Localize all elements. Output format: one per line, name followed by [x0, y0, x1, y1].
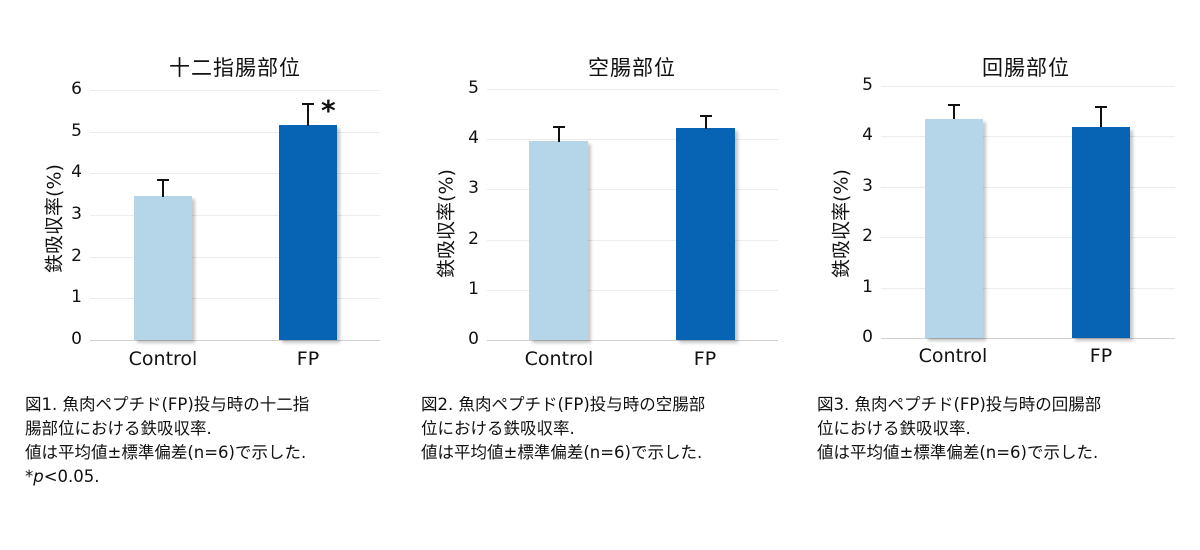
error-bar-cap [699, 115, 712, 117]
y-tick-label: 2 [862, 226, 873, 246]
figure-caption-2: 図2. 魚肉ペプチド(FP)投与時の空腸部 位における鉄吸収率. 値は平均値±標… [421, 393, 705, 465]
caption-line: 図1. 魚肉ペプチド(FP)投与時の十二指 [25, 395, 310, 414]
caption-line: 値は平均値±標準偏差(n=6)で示した. [817, 443, 1099, 462]
chart-title: 回腸部位 [982, 56, 1070, 80]
caption-line: 図2. 魚肉ペプチド(FP)投与時の空腸部 [421, 395, 706, 414]
y-tick-label: 4 [71, 162, 82, 182]
gridline [881, 187, 1175, 188]
error-bar [557, 126, 560, 142]
gridline [487, 240, 778, 241]
x-label-fp: FP [296, 348, 320, 370]
caption-line: 図3. 魚肉ペプチド(FP)投与時の回腸部 [817, 395, 1102, 414]
caption-line: *p<0.05. [25, 465, 309, 489]
caption-line: 値は平均値±標準偏差(n=6)で示した. [25, 443, 307, 462]
gridline [487, 189, 778, 190]
bar-control [925, 119, 983, 338]
error-bar [953, 104, 955, 119]
bar-fp [1072, 127, 1130, 338]
y-tick-label: 6 [71, 79, 82, 99]
error-bar-cap [552, 126, 565, 128]
error-bar [162, 179, 164, 197]
error-bar-cap [302, 103, 314, 105]
error-bar [704, 115, 707, 129]
caption-line: 腸部位における鉄吸収率. [25, 419, 212, 438]
y-tick-label: 3 [862, 176, 873, 196]
y-tick-label: 4 [862, 125, 873, 145]
chart-title: 空腸部位 [588, 56, 676, 80]
y-tick-label: 1 [862, 277, 873, 297]
x-label-fp: FP [693, 348, 717, 370]
error-bar-cap [948, 104, 960, 106]
gridline [487, 89, 778, 90]
caption-line: 値は平均値±標準偏差(n=6)で示した. [421, 443, 703, 462]
x-label-fp: FP [1089, 345, 1113, 367]
x-axis-line [90, 340, 380, 341]
gridline [90, 132, 380, 133]
caption-star: * [25, 467, 34, 486]
gridline [881, 136, 1175, 137]
error-bar-cap [1095, 106, 1107, 108]
y-tick-label: 4 [468, 128, 479, 148]
x-axis-line [881, 338, 1175, 339]
y-tick-label: 0 [468, 329, 479, 349]
y-tick-label: 1 [468, 279, 479, 299]
y-tick-label: 0 [71, 329, 82, 349]
x-label-control: Control [128, 348, 198, 370]
caption-p-value: <0.05. [43, 467, 100, 486]
bar-fp [279, 125, 337, 340]
gridline [881, 86, 1175, 87]
y-tick-label: 2 [71, 246, 82, 266]
gridline [90, 173, 380, 174]
bar-fp [676, 128, 735, 340]
chart-title: 十二指腸部位 [169, 56, 301, 80]
gridline [487, 290, 778, 291]
significance-asterisk: * [321, 94, 336, 127]
figure-caption-1: 図1. 魚肉ペプチド(FP)投与時の十二指 腸部位における鉄吸収率. 値は平均値… [25, 393, 309, 489]
error-bar [307, 103, 309, 126]
gridline [90, 90, 380, 91]
gridline [881, 237, 1175, 238]
y-tick-label: 5 [862, 75, 873, 95]
y-tick-label: 5 [71, 121, 82, 141]
x-label-control: Control [918, 345, 988, 367]
bar-control [134, 196, 192, 340]
error-bar-cap [157, 179, 169, 181]
gridline [90, 257, 380, 258]
y-tick-label: 0 [862, 327, 873, 347]
x-label-control: Control [524, 348, 594, 370]
x-axis-line [487, 340, 778, 341]
y-tick-label: 1 [71, 287, 82, 307]
caption-p: p [33, 467, 44, 486]
gridline [90, 215, 380, 216]
y-tick-label: 3 [71, 204, 82, 224]
error-bar [1100, 106, 1102, 127]
y-tick-label: 3 [468, 178, 479, 198]
caption-line: 位における鉄吸収率. [421, 419, 575, 438]
y-axis-label: 鉄吸収率(%) [830, 169, 853, 278]
bar-control [529, 141, 588, 340]
gridline [90, 298, 380, 299]
gridline [487, 139, 778, 140]
y-tick-label: 5 [468, 78, 479, 98]
caption-line: 位における鉄吸収率. [817, 419, 971, 438]
figure-caption-3: 図3. 魚肉ペプチド(FP)投与時の回腸部 位における鉄吸収率. 値は平均値±標… [817, 393, 1101, 465]
gridline [881, 288, 1175, 289]
y-tick-label: 2 [468, 229, 479, 249]
